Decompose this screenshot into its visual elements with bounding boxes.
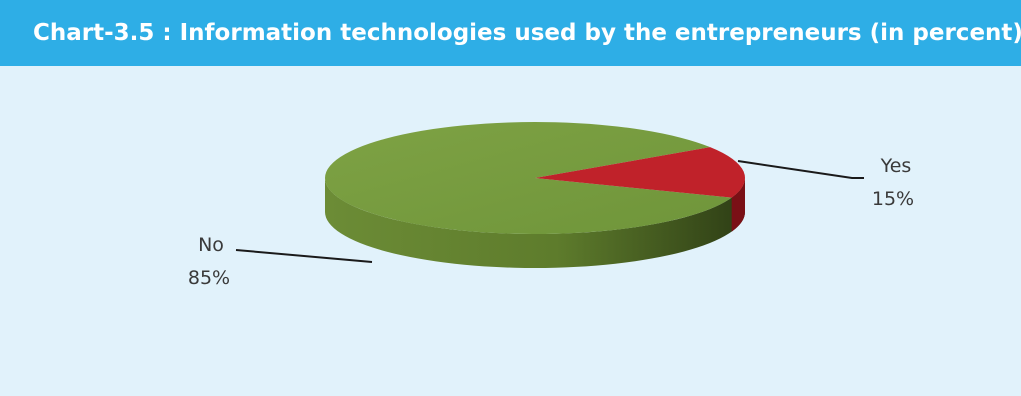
label-yes-value: 15% xyxy=(872,188,914,210)
pie-slice-yes xyxy=(535,147,746,198)
pie-chart: Yes 15% No 85% xyxy=(188,122,914,289)
label-no-value: 85% xyxy=(188,267,230,289)
leader-line-yes xyxy=(737,160,864,179)
label-yes-name: Yes xyxy=(880,155,912,177)
chart-title: Chart-3.5 : Information technologies use… xyxy=(0,0,1021,66)
pie-slice-no xyxy=(325,122,732,235)
leader-line-no xyxy=(235,249,373,263)
pie-side xyxy=(325,178,745,268)
pie-side-yes xyxy=(731,178,745,232)
label-no-name: No xyxy=(198,234,224,256)
